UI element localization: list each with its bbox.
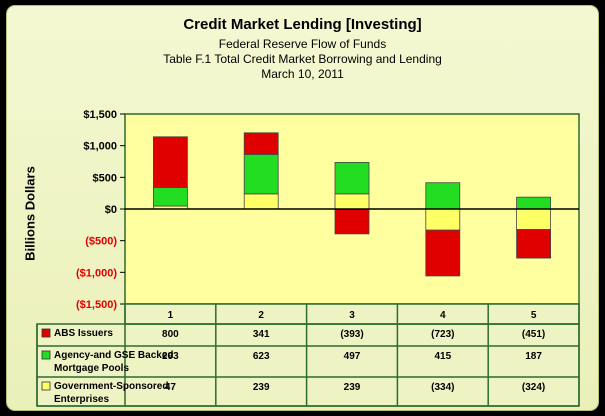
chart-subtitle-3: March 10, 2011 (261, 67, 344, 81)
data-table-cell: 187 (525, 351, 542, 362)
y-tick-label: $0 (105, 204, 117, 216)
y-tick-label: $1,500 (83, 109, 117, 121)
data-table-cell: (723) (431, 329, 454, 340)
data-table-cell: (451) (522, 329, 545, 340)
legend-swatch (41, 328, 51, 338)
data-table-cell: 293 (162, 351, 179, 362)
bar-segment (243, 132, 279, 155)
legend-label-line2: Mortgage Pools (54, 363, 129, 374)
data-table-cell: 623 (253, 351, 270, 362)
chart-plot: $1,500 $1,000 $500 $0 ($500) ($1,000) ($1,500)… (36, 109, 580, 407)
bar-segment (425, 229, 461, 277)
bar-segment (243, 193, 279, 210)
data-table-cell: 239 (344, 382, 361, 393)
bar-segment (516, 196, 552, 210)
y-tick-label: ($1,000) (76, 267, 117, 279)
data-table-cell: (393) (340, 329, 363, 340)
x-tick-label: 5 (531, 310, 537, 321)
bar-segment (516, 208, 552, 230)
bar-segment (334, 193, 370, 210)
data-table-cell: 239 (253, 382, 270, 393)
legend-label: Agency-and GSE Backed (54, 350, 173, 361)
bar-segment (152, 136, 188, 188)
x-tick-label: 3 (349, 310, 355, 321)
legend-label-line2: Enterprises (54, 394, 109, 405)
x-tick-label: 4 (440, 310, 446, 321)
bar-segment (243, 154, 279, 195)
data-table-cell: 415 (434, 351, 451, 362)
chart-title: Credit Market Lending [Investing] (183, 16, 422, 33)
y-tick-label: ($1,500) (76, 299, 117, 311)
data-table-cell: (334) (431, 382, 454, 393)
data-table-cell: 800 (162, 329, 179, 340)
bar-segment (425, 182, 461, 210)
data-table-cell: (324) (522, 382, 545, 393)
y-tick-label: $1,000 (83, 141, 117, 153)
bar-segment (334, 208, 370, 235)
data-table-cell: 47 (165, 382, 177, 393)
chart-panel: Credit Market Lending [Investing] Federa… (6, 5, 599, 411)
legend-swatch (41, 350, 51, 360)
bar-segment (516, 229, 552, 259)
bar-segment (152, 187, 188, 207)
chart-subtitle-1: Federal Reserve Flow of Funds (218, 37, 387, 51)
data-table-cell: 497 (344, 351, 361, 362)
y-tick-label: $500 (93, 172, 117, 184)
x-tick-label: 1 (168, 310, 174, 321)
legend-label: Government-Sponsored (54, 381, 168, 392)
bar-segment (334, 161, 370, 195)
chart-subtitle-2: Table F.1 Total Credit Market Borrowing … (163, 52, 442, 66)
y-tick-label: ($500) (85, 236, 117, 248)
legend-swatch (41, 381, 51, 391)
bar-segment (425, 208, 461, 231)
legend-label: ABS Issuers (54, 328, 113, 339)
data-table-cell: 341 (253, 329, 270, 340)
x-tick-label: 2 (258, 310, 264, 321)
